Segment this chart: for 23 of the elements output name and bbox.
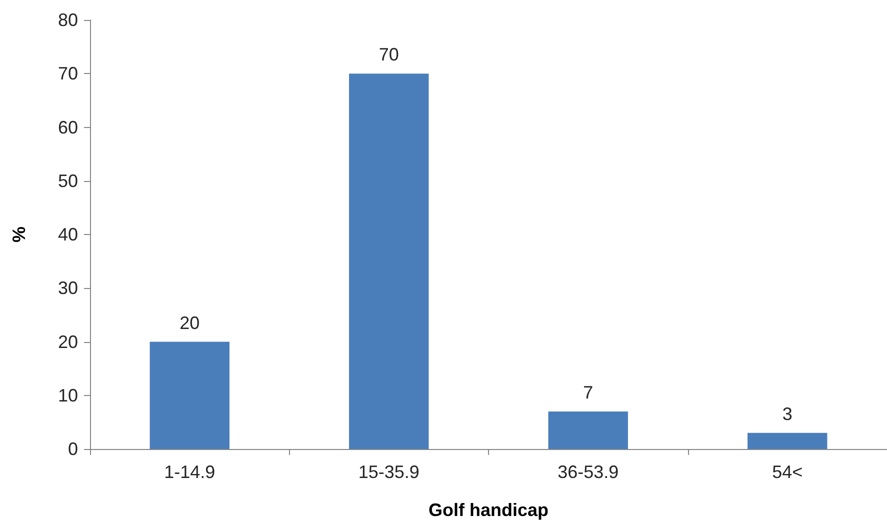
data-label: 20 (180, 312, 200, 333)
data-label: 7 (583, 382, 594, 402)
x-axis-title: Golf handicap (428, 500, 549, 520)
x-tick-label: 54< (772, 462, 803, 482)
data-label: 70 (378, 44, 399, 65)
y-tick-label: 30 (58, 278, 78, 298)
y-axis-title: % (9, 226, 29, 243)
data-label: 3 (782, 404, 792, 424)
bar (150, 342, 230, 449)
y-tick-label: 10 (58, 385, 78, 406)
x-tick-label: 15-35.9 (358, 462, 420, 482)
y-tick-label: 70 (58, 64, 78, 84)
y-tick-label: 80 (58, 10, 78, 30)
bar (548, 411, 628, 449)
x-tick-label: 36-53.9 (558, 462, 619, 482)
y-tick-label: 50 (58, 170, 78, 191)
bar (349, 74, 429, 449)
y-tick-label: 0 (68, 439, 78, 459)
y-tick-label: 60 (58, 117, 78, 138)
x-tick-label: 1-14.9 (164, 462, 216, 482)
bar (748, 432, 828, 449)
y-tick-label: 40 (58, 224, 78, 244)
y-tick-label: 20 (58, 332, 78, 352)
